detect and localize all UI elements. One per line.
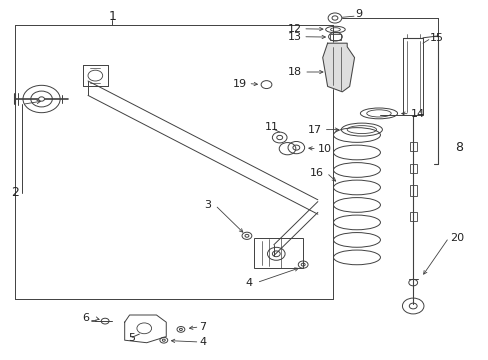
Text: 11: 11	[264, 122, 278, 132]
Text: 4: 4	[245, 278, 252, 288]
Bar	[409, 164, 416, 173]
Text: 2: 2	[11, 186, 19, 199]
Text: 16: 16	[309, 168, 323, 178]
Text: 13: 13	[287, 32, 302, 42]
Bar	[329, 34, 340, 40]
Text: 1: 1	[108, 10, 116, 23]
Text: 15: 15	[428, 33, 443, 43]
Bar	[409, 142, 416, 151]
Bar	[403, 38, 422, 115]
Polygon shape	[322, 43, 354, 92]
Text: 19: 19	[232, 78, 246, 89]
Text: 7: 7	[199, 322, 206, 332]
Bar	[254, 238, 303, 268]
Text: 4: 4	[199, 337, 206, 347]
Text: 8: 8	[454, 141, 462, 154]
Text: 6: 6	[82, 313, 89, 323]
Text: 17: 17	[307, 125, 321, 135]
Text: 12: 12	[287, 24, 302, 34]
Text: 20: 20	[449, 233, 463, 243]
Circle shape	[39, 97, 44, 101]
Text: 18: 18	[287, 67, 302, 77]
Text: 9: 9	[354, 9, 362, 19]
Bar	[409, 212, 416, 221]
Bar	[409, 185, 416, 196]
Text: 5: 5	[128, 333, 135, 343]
Text: 3: 3	[204, 200, 211, 210]
Text: 14: 14	[410, 109, 424, 120]
Text: 10: 10	[317, 144, 331, 154]
